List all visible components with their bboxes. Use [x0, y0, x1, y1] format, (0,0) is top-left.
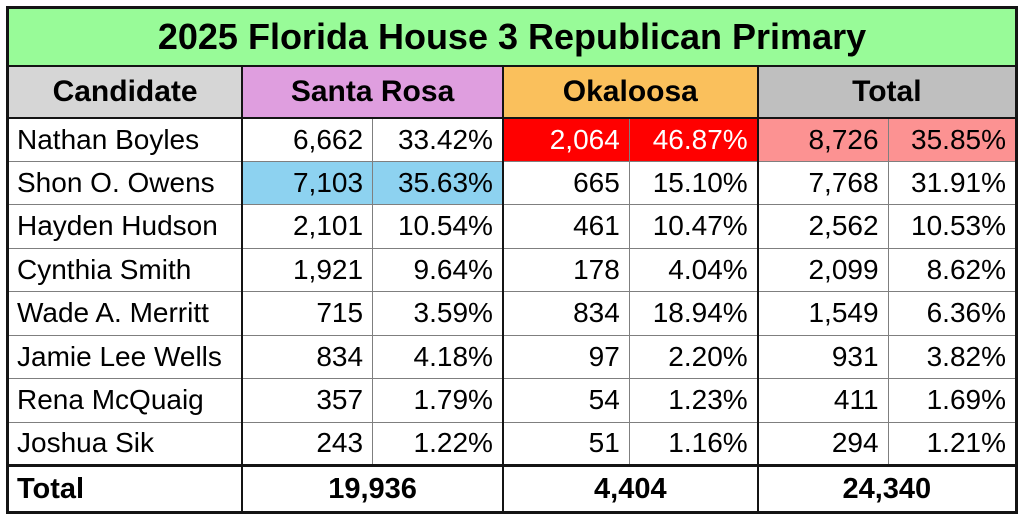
candidate-name: Rena McQuaig [7, 378, 243, 423]
candidate-rows: Nathan Boyles 6,662 33.42% 2,064 46.87% 8,726… [7, 117, 1018, 466]
santa-rosa-pct: 33.42% [372, 117, 504, 162]
table-row: Hayden Hudson 2,101 10.54% 461 10.47% 2,562 10… [7, 204, 1018, 249]
santa-rosa-pct: 1.79% [372, 378, 504, 423]
okaloosa-votes: 461 [501, 204, 630, 249]
total-pct: 10.53% [887, 204, 1018, 249]
title-row: 2025 Florida House 3 Republican Primary [7, 7, 1017, 67]
total-pct: 3.82% [887, 334, 1018, 379]
santa-rosa-pct: 10.54% [372, 204, 504, 249]
candidate-name: Jamie Lee Wells [7, 334, 243, 379]
col-header-santa-rosa: Santa Rosa [241, 65, 504, 119]
santa-rosa-pct: 35.63% [372, 160, 504, 205]
okaloosa-pct: 10.47% [628, 204, 759, 249]
okaloosa-pct: 2.20% [628, 334, 759, 379]
total-votes: 8,726 [756, 117, 889, 162]
santa-rosa-votes: 2,101 [241, 204, 374, 249]
okaloosa-votes: 97 [501, 334, 630, 379]
col-header-candidate: Candidate [7, 65, 243, 119]
table-row: Rena McQuaig 357 1.79% 54 1.23% 411 1.69% [7, 378, 1018, 423]
candidate-name: Nathan Boyles [7, 117, 243, 162]
santa-rosa-votes: 6,662 [241, 117, 374, 162]
candidate-name: Cynthia Smith [7, 247, 243, 292]
santa-rosa-votes: 715 [241, 291, 374, 336]
table-row: Cynthia Smith 1,921 9.64% 178 4.04% 2,099 8.62… [7, 247, 1018, 292]
total-pct: 35.85% [887, 117, 1018, 162]
election-results-table-wrap: 2025 Florida House 3 Republican Primary … [6, 6, 1018, 514]
okaloosa-pct: 15.10% [628, 160, 759, 205]
table-row: Shon O. Owens 7,103 35.63% 665 15.10% 7,768 31… [7, 160, 1018, 205]
total-row: Total 19,936 4,404 24,340 [7, 464, 1017, 513]
okaloosa-votes: 2,064 [501, 117, 630, 162]
page-title: 2025 Florida House 3 Republican Primary [7, 7, 1017, 67]
total-pct: 6.36% [887, 291, 1018, 336]
total-santa-rosa: 19,936 [241, 464, 504, 513]
table-row: Joshua Sik 243 1.22% 51 1.16% 294 1.21% [7, 421, 1018, 466]
okaloosa-votes: 54 [501, 378, 630, 423]
total-votes: 2,099 [756, 247, 889, 292]
total-label: Total [7, 464, 243, 513]
col-header-okaloosa: Okaloosa [501, 65, 759, 119]
table-row: Jamie Lee Wells 834 4.18% 97 2.20% 931 3.82% [7, 334, 1018, 379]
okaloosa-votes: 51 [501, 421, 630, 466]
santa-rosa-votes: 357 [241, 378, 374, 423]
candidate-name: Hayden Hudson [7, 204, 243, 249]
okaloosa-pct: 1.16% [628, 421, 759, 466]
total-votes: 1,549 [756, 291, 889, 336]
santa-rosa-votes: 243 [241, 421, 374, 466]
candidate-name: Shon O. Owens [7, 160, 243, 205]
okaloosa-votes: 665 [501, 160, 630, 205]
santa-rosa-votes: 1,921 [241, 247, 374, 292]
okaloosa-pct: 4.04% [628, 247, 759, 292]
total-total: 24,340 [756, 464, 1017, 513]
table-row: Wade A. Merritt 715 3.59% 834 18.94% 1,549 6.3… [7, 291, 1018, 336]
total-pct: 8.62% [887, 247, 1018, 292]
total-votes: 294 [756, 421, 889, 466]
table-row: Nathan Boyles 6,662 33.42% 2,064 46.87% 8,726… [7, 117, 1018, 162]
total-votes: 931 [756, 334, 889, 379]
total-okaloosa: 4,404 [501, 464, 759, 513]
santa-rosa-pct: 1.22% [372, 421, 504, 466]
total-pct: 31.91% [887, 160, 1018, 205]
santa-rosa-votes: 7,103 [241, 160, 374, 205]
total-votes: 2,562 [756, 204, 889, 249]
election-results-table: 2025 Florida House 3 Republican Primary … [6, 6, 1018, 514]
okaloosa-pct: 18.94% [628, 291, 759, 336]
okaloosa-pct: 1.23% [628, 378, 759, 423]
header-row: Candidate Santa Rosa Okaloosa Total [7, 65, 1017, 119]
okaloosa-votes: 834 [501, 291, 630, 336]
santa-rosa-pct: 4.18% [372, 334, 504, 379]
candidate-name: Joshua Sik [7, 421, 243, 466]
total-votes: 7,768 [756, 160, 889, 205]
col-header-total: Total [756, 65, 1017, 119]
santa-rosa-pct: 3.59% [372, 291, 504, 336]
santa-rosa-votes: 834 [241, 334, 374, 379]
candidate-name: Wade A. Merritt [7, 291, 243, 336]
total-pct: 1.69% [887, 378, 1018, 423]
total-pct: 1.21% [887, 421, 1018, 466]
total-votes: 411 [756, 378, 889, 423]
okaloosa-votes: 178 [501, 247, 630, 292]
okaloosa-pct: 46.87% [628, 117, 759, 162]
santa-rosa-pct: 9.64% [372, 247, 504, 292]
